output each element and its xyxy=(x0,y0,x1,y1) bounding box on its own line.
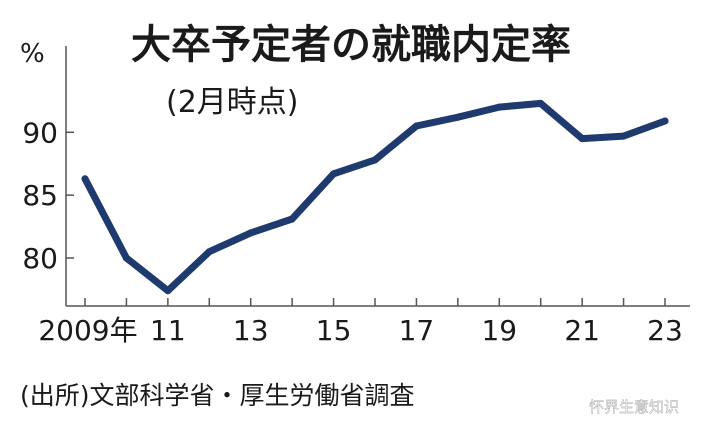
data-point xyxy=(371,156,379,164)
data-point xyxy=(661,117,669,125)
chart-subtitle: (2月時点) xyxy=(166,85,299,120)
chart-title: 大卒予定者の就職内定率 xyxy=(131,22,571,68)
watermark: 怀界生意知识 xyxy=(589,398,679,416)
data-point xyxy=(164,287,172,295)
axes xyxy=(65,46,690,307)
data-point xyxy=(288,215,296,223)
data-point xyxy=(620,132,628,140)
data-point xyxy=(578,135,586,143)
y-axis-unit: % xyxy=(20,39,45,69)
x-tick-label: 19 xyxy=(481,314,517,347)
data-point xyxy=(330,170,338,178)
x-axis-ticks: 2009年 11 13 15 17 19 21 23 xyxy=(38,298,683,347)
y-tick-label: 85 xyxy=(22,179,58,212)
source-note: (出所)文部科学省・厚生労働省調査 xyxy=(20,381,415,410)
y-tick-label: 80 xyxy=(22,242,58,275)
x-tick-label: 2009年 xyxy=(38,314,137,347)
y-tick-label: 90 xyxy=(22,116,58,149)
x-tick-label: 11 xyxy=(150,314,186,347)
data-point xyxy=(81,175,89,183)
data-point xyxy=(412,122,420,130)
series-group xyxy=(81,99,669,295)
x-tick-label: 21 xyxy=(564,314,600,347)
series-line xyxy=(81,99,669,295)
data-point xyxy=(454,113,462,121)
y-axis-ticks: 80 85 90 xyxy=(22,116,74,275)
data-point xyxy=(205,248,213,256)
x-tick-label: 17 xyxy=(399,314,435,347)
x-tick-label: 23 xyxy=(647,314,683,347)
data-point xyxy=(122,254,130,262)
data-point xyxy=(247,229,255,237)
data-point xyxy=(495,103,503,111)
data-point xyxy=(537,99,545,107)
x-tick-label: 13 xyxy=(233,314,269,347)
x-tick-label: 15 xyxy=(316,314,352,347)
